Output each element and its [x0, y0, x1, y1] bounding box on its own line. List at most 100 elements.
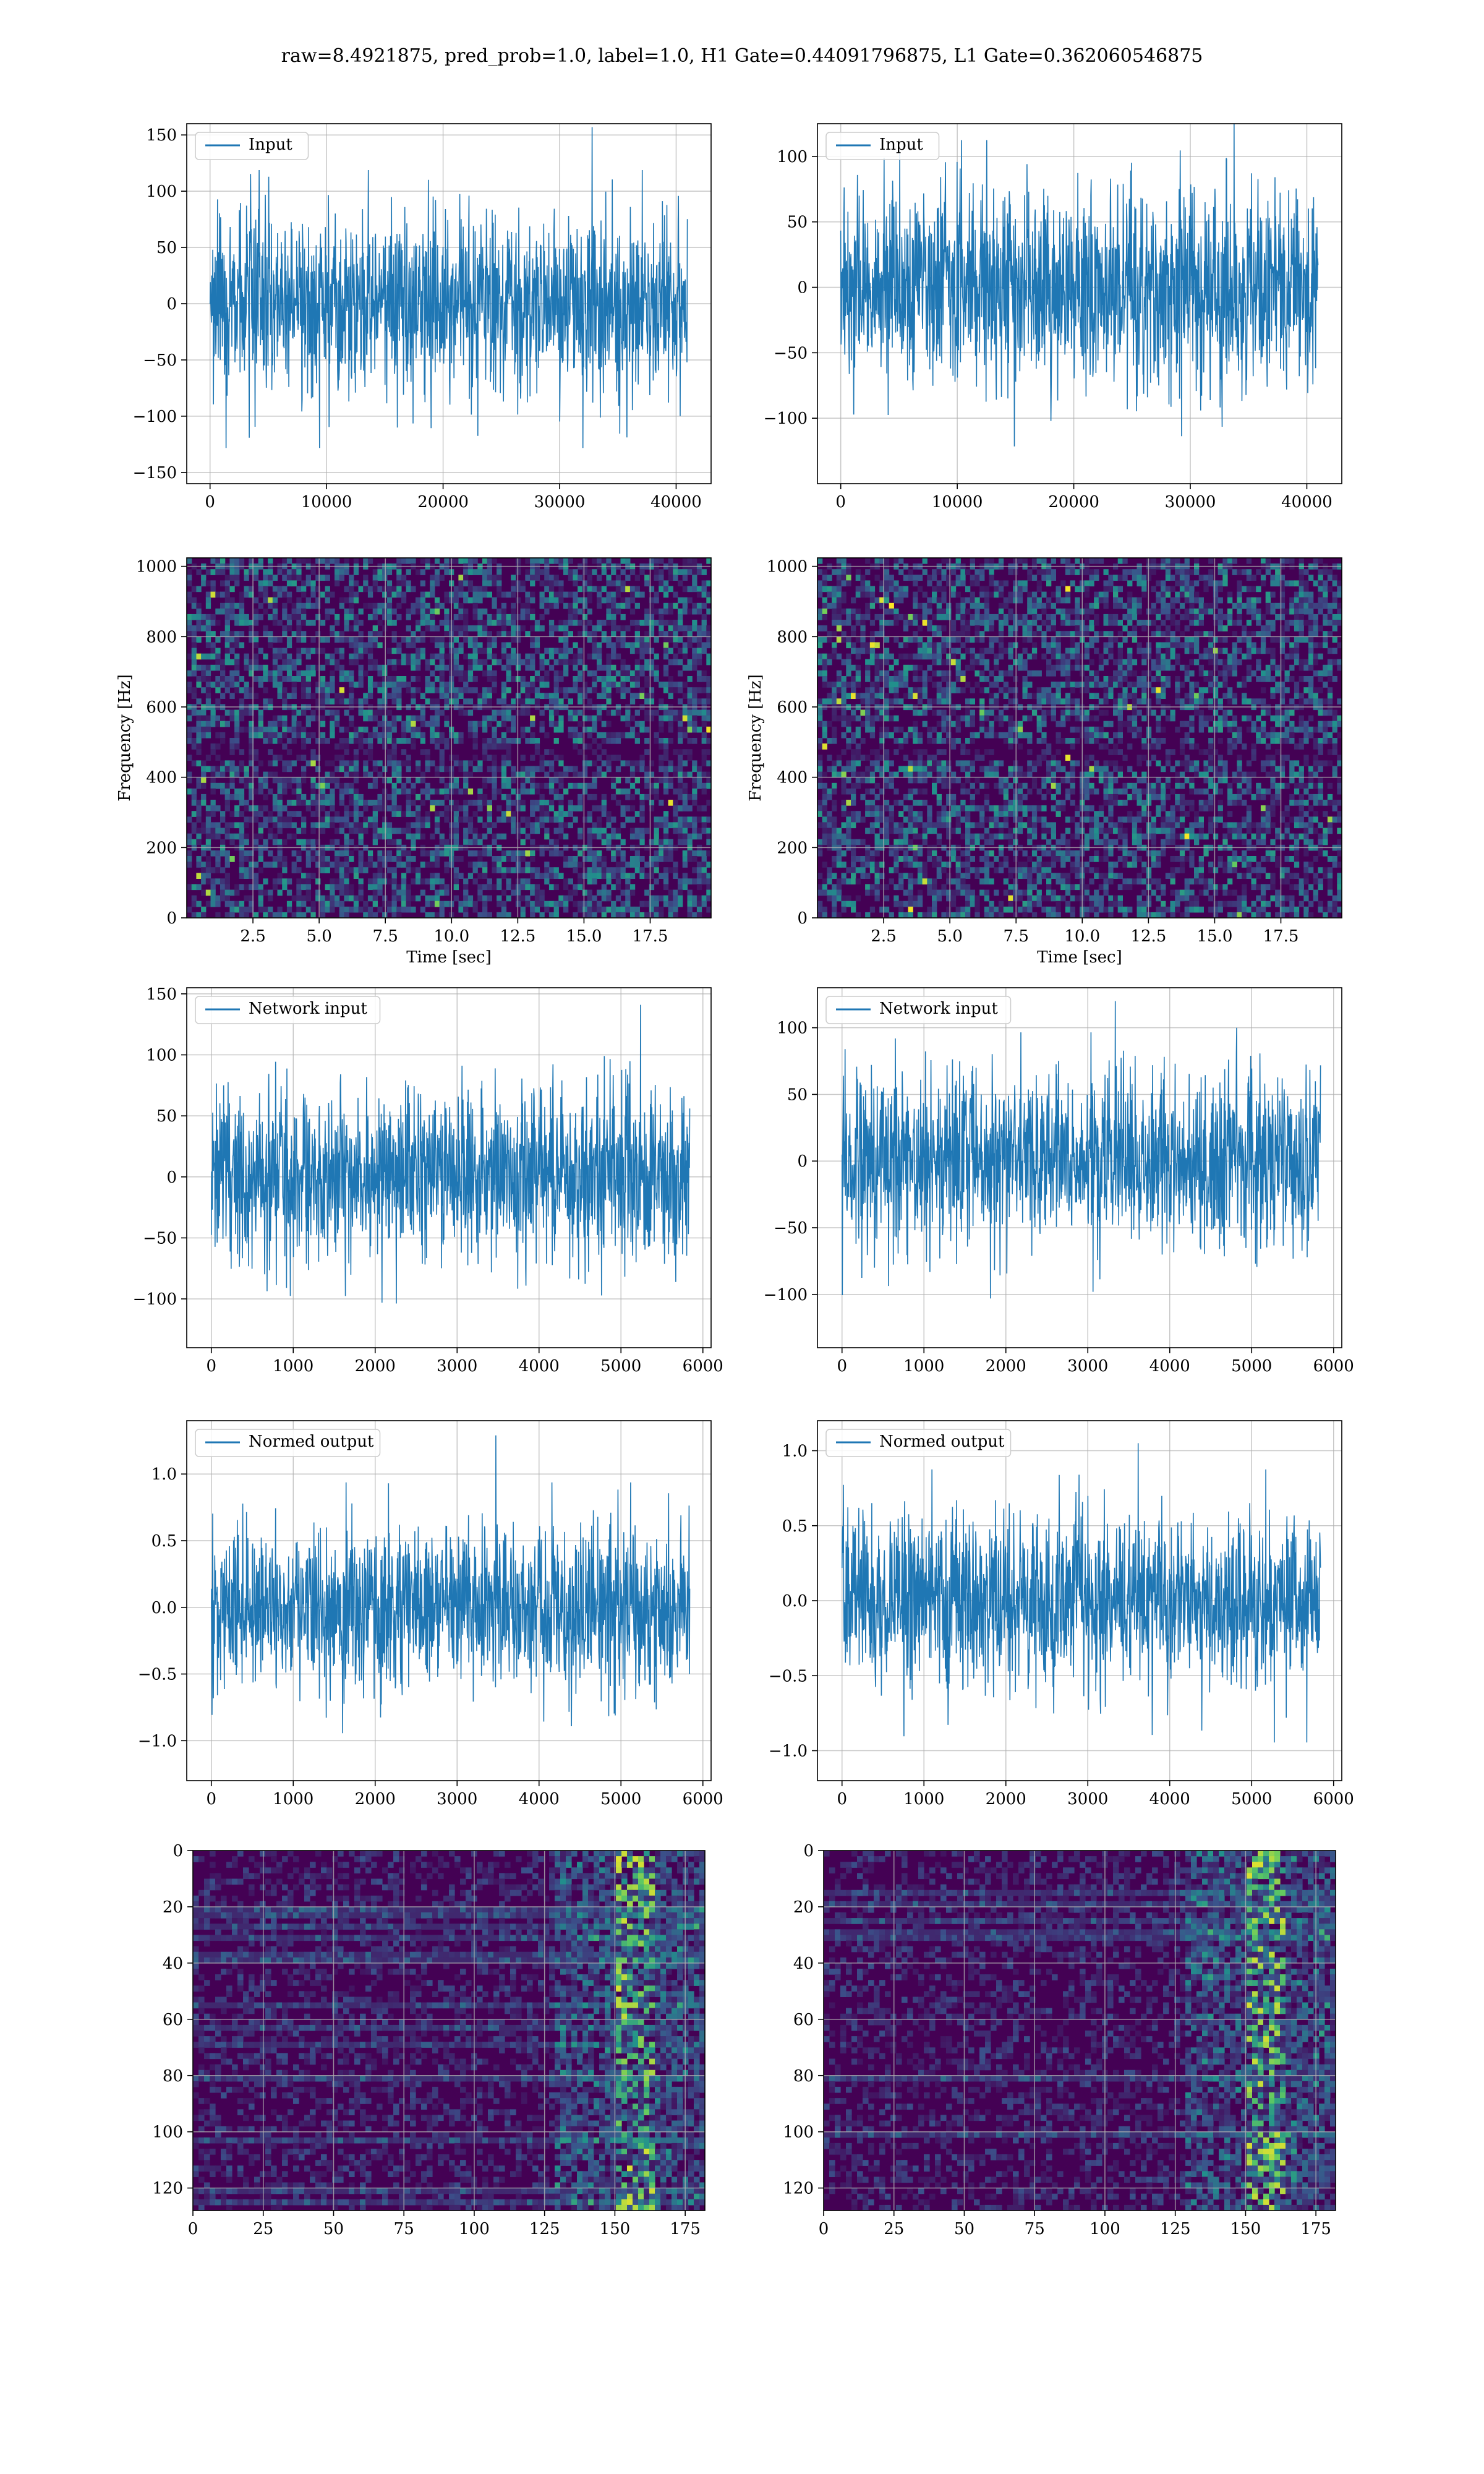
heatmap-cell: [444, 698, 450, 704]
heatmap-cell: [941, 591, 947, 598]
heatmap-cell: [416, 726, 421, 733]
heatmap-cell: [696, 653, 702, 660]
heatmap-cell: [406, 715, 411, 722]
heatmap-cell: [701, 676, 707, 682]
heatmap-cell: [430, 800, 435, 806]
heatmap-cell: [644, 642, 650, 649]
heatmap-cell: [548, 805, 555, 811]
heatmap-cell: [639, 867, 645, 873]
heatmap-cell: [534, 805, 540, 811]
heatmap-cell: [482, 625, 488, 631]
heatmap-cell: [482, 867, 488, 873]
heatmap-cell: [453, 895, 459, 902]
heatmap-cell: [592, 805, 597, 811]
heatmap-cell: [1036, 597, 1042, 604]
heatmap-cell: [272, 862, 278, 868]
heatmap-cell: [463, 766, 469, 773]
heatmap-cell: [282, 743, 288, 750]
heatmap-cell: [682, 602, 688, 609]
heatmap-cell: [548, 867, 555, 873]
heatmap-cell: [425, 687, 430, 693]
heatmap-cell: [215, 659, 221, 666]
y-tick-label: −100: [764, 409, 808, 428]
heatmap-cell: [654, 591, 659, 598]
heatmap-cell: [487, 648, 492, 654]
heatmap-cell: [687, 676, 693, 682]
heatmap-cell: [539, 676, 545, 682]
heatmap-cell: [277, 906, 283, 913]
heatmap-cell: [601, 895, 607, 902]
heatmap-cell: [425, 676, 430, 682]
heatmap-cell: [989, 575, 994, 581]
heatmap-cell: [822, 608, 827, 615]
heatmap-cell: [210, 895, 216, 902]
heatmap-cell: [339, 878, 344, 884]
heatmap-cell: [296, 676, 302, 682]
heatmap-cell: [984, 591, 990, 598]
heatmap-cell: [315, 856, 321, 862]
heatmap-cell: [386, 777, 393, 784]
heatmap-cell: [315, 586, 321, 593]
heatmap-cell: [639, 721, 645, 727]
heatmap-cell: [544, 816, 550, 823]
heatmap-cell: [377, 884, 383, 891]
heatmap-cell: [530, 856, 535, 862]
heatmap-cell: [430, 625, 435, 631]
heatmap-cell: [654, 558, 659, 564]
heatmap-cell: [568, 648, 573, 654]
heatmap-cell: [822, 586, 827, 593]
heatmap-cell: [268, 771, 273, 778]
heatmap-cell: [305, 878, 311, 884]
heatmap-cell: [511, 591, 516, 598]
heatmap-cell: [201, 575, 207, 581]
heatmap-cell: [1117, 602, 1123, 609]
heatmap-cell: [1113, 620, 1119, 626]
heatmap-cell: [382, 664, 388, 671]
heatmap-cell: [349, 659, 354, 666]
heatmap-cell: [191, 800, 197, 806]
heatmap-cell: [654, 906, 659, 913]
heatmap-cell: [506, 653, 511, 660]
heatmap-cell: [444, 816, 450, 823]
heatmap-cell: [701, 620, 707, 626]
heatmap-cell: [463, 558, 469, 564]
heatmap-cell: [239, 558, 245, 564]
heatmap-cell: [573, 732, 578, 738]
y-tick-label: −150: [133, 464, 177, 482]
heatmap-cell: [692, 782, 697, 789]
heatmap-cell: [639, 828, 645, 834]
heatmap-cell: [587, 878, 592, 884]
heatmap-cell: [425, 850, 430, 857]
heatmap-cell: [1217, 569, 1223, 575]
y-tick-label: 800: [146, 628, 177, 646]
heatmap-cell: [291, 895, 297, 902]
heatmap-cell: [654, 664, 659, 671]
heatmap-cell: [239, 715, 245, 722]
heatmap-cell: [644, 794, 650, 800]
heatmap-cell: [282, 653, 288, 660]
heatmap-cell: [908, 636, 913, 643]
heatmap-cell: [363, 749, 369, 755]
heatmap-cell: [1237, 602, 1242, 609]
heatmap-cell: [458, 788, 464, 795]
heatmap-cell: [501, 591, 507, 598]
heatmap-cell: [611, 709, 616, 716]
heatmap-cell: [234, 558, 240, 564]
heatmap-cell: [472, 726, 478, 733]
heatmap-cell: [386, 597, 393, 604]
heatmap-cell: [534, 800, 540, 806]
heatmap-cell: [530, 850, 535, 857]
heatmap-cell: [701, 670, 707, 677]
heatmap-cell: [578, 800, 583, 806]
heatmap-cell: [229, 906, 235, 913]
heatmap-cell: [520, 614, 526, 620]
heatmap-cell: [305, 676, 311, 682]
heatmap-cell: [272, 822, 278, 829]
heatmap-cell: [615, 777, 621, 784]
heatmap-cell: [444, 884, 450, 891]
heatmap-cell: [487, 743, 492, 750]
heatmap-cell: [501, 833, 507, 840]
heatmap-cell: [258, 709, 263, 716]
heatmap-cell: [234, 805, 240, 811]
heatmap-cell: [391, 811, 397, 817]
